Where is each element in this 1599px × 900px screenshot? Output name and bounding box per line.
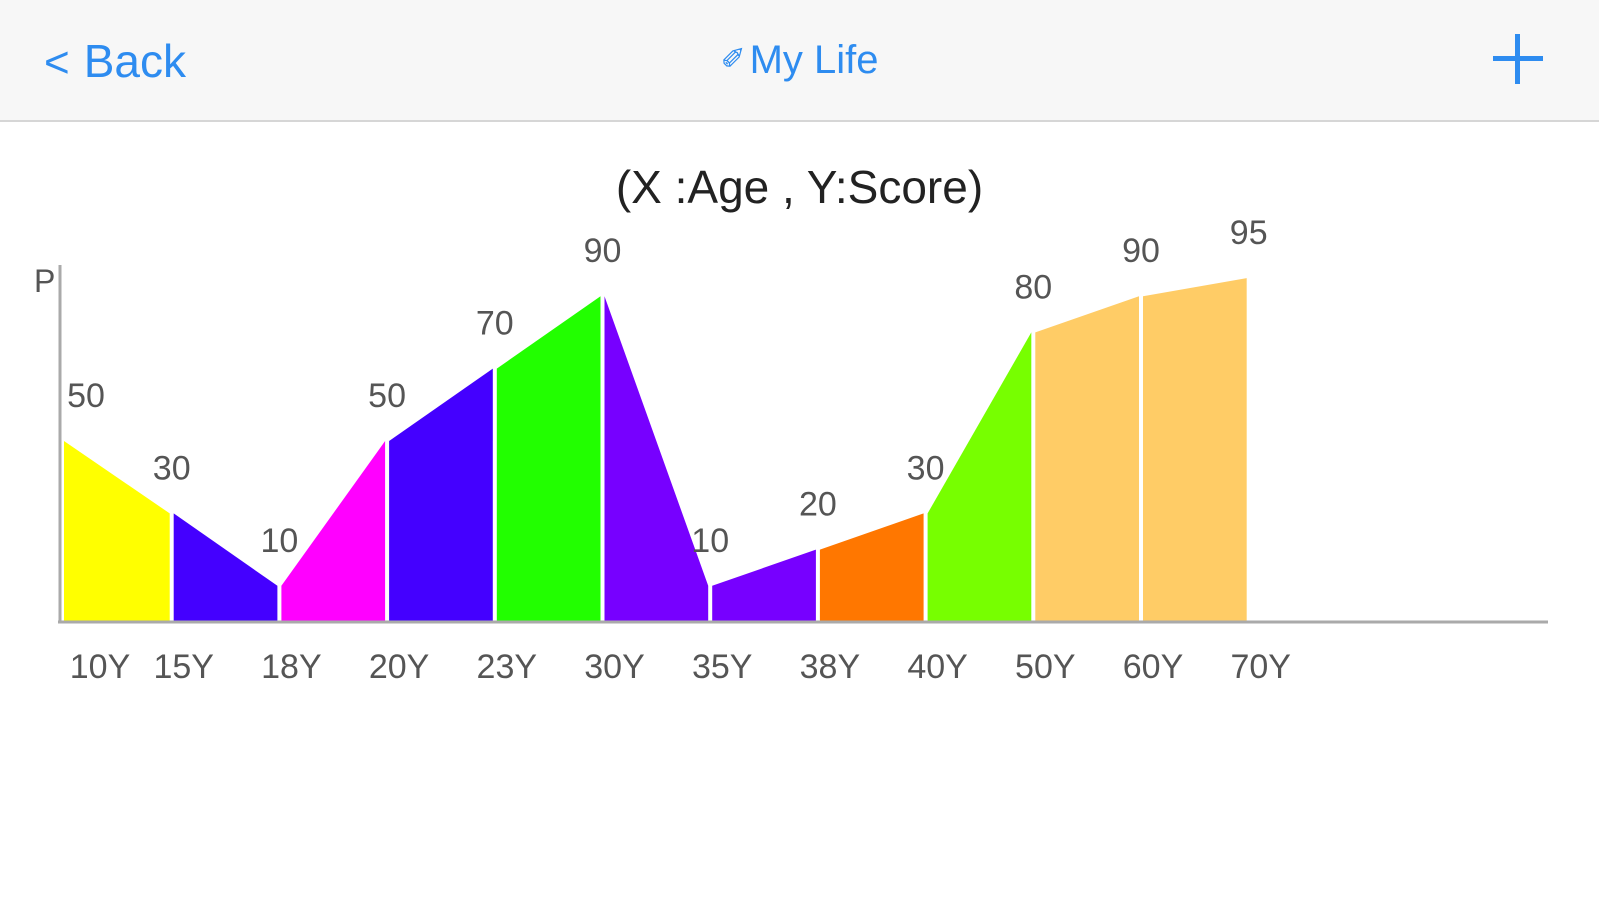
area-segment [64, 441, 170, 622]
data-label: 70 [476, 305, 514, 343]
data-label: 10 [691, 522, 729, 560]
chart-title: (X :Age , Y:Score) [615, 161, 984, 213]
area-segment [1035, 296, 1139, 622]
x-tick-label: 38Y [800, 648, 861, 686]
data-label: 20 [799, 486, 837, 524]
x-tick-label: 50Y [1015, 648, 1076, 686]
area-segment [1143, 278, 1247, 622]
page-title: ✐ My Life [0, 38, 1599, 83]
area-segment [281, 441, 386, 622]
data-label: 95 [1230, 214, 1268, 252]
area-segment [604, 296, 709, 622]
y-axis-label: P [34, 263, 55, 299]
data-label: 90 [584, 232, 622, 270]
data-label: 80 [1014, 268, 1052, 306]
data-label: 10 [260, 522, 298, 560]
pencil-icon[interactable]: ✐ [720, 43, 746, 76]
x-tick-label: 10Y [70, 648, 131, 686]
area-segment [819, 513, 924, 622]
area-segment [496, 296, 601, 622]
area-segment [927, 332, 1032, 622]
data-label: 30 [907, 449, 945, 487]
x-tick-label: 23Y [477, 648, 538, 686]
data-label: 30 [153, 449, 191, 487]
data-label: 50 [67, 377, 105, 415]
area-segment [712, 549, 816, 622]
x-tick-label: 15Y [153, 648, 214, 686]
back-button[interactable]: < Back [44, 34, 186, 88]
navigation-bar: < Back ✐ My Life [0, 0, 1599, 122]
chevron-left-icon: < [44, 38, 70, 87]
back-label: Back [83, 35, 186, 87]
x-tick-label: 60Y [1123, 648, 1184, 686]
page-title-text[interactable]: My Life [749, 38, 879, 82]
data-label: 50 [368, 377, 406, 415]
x-tick-label: 18Y [261, 648, 322, 686]
x-tick-label: 40Y [907, 648, 968, 686]
x-tick-label: 70Y [1230, 648, 1291, 686]
area-segment [173, 513, 278, 622]
x-tick-label: 35Y [692, 648, 753, 686]
add-button[interactable] [1487, 28, 1547, 88]
x-tick-label: 20Y [369, 648, 430, 686]
data-label: 90 [1122, 232, 1160, 270]
area-segment [389, 368, 493, 622]
x-tick-label: 30Y [584, 648, 645, 686]
